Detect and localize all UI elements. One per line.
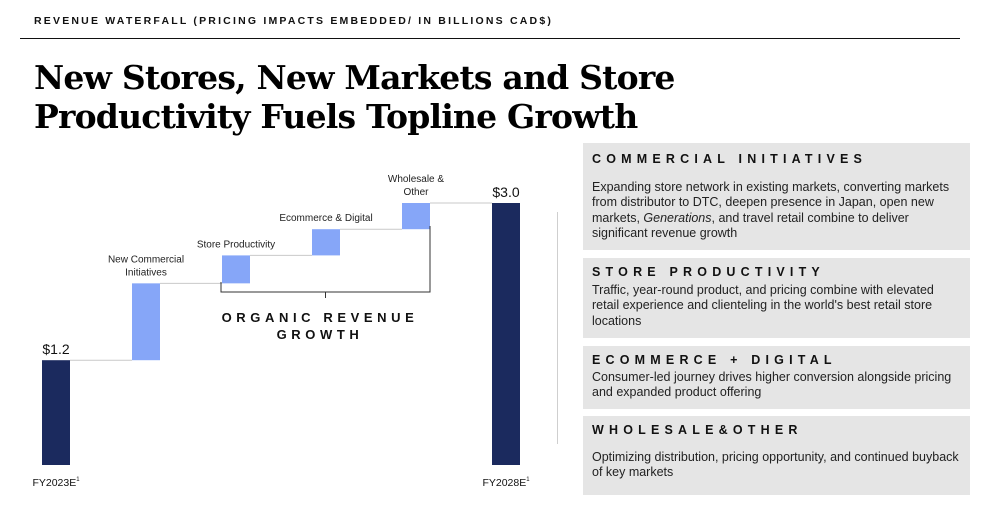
vertical-divider xyxy=(557,212,558,444)
bracket-label: ORGANIC REVENUE xyxy=(222,310,419,325)
footnote-marker: 1 xyxy=(526,477,530,483)
panel-body-part: , and travel retail combine to deliver s… xyxy=(592,210,909,241)
page-title: New Stores, New Markets and Store Produc… xyxy=(34,58,675,136)
waterfall-chart: $1.2 $3.0 New Commercial Initiatives Store P… xyxy=(32,174,530,489)
footnote-marker: 1 xyxy=(76,477,80,483)
panel-body-commercial-initiatives: Expanding store network in existing mark… xyxy=(592,180,964,242)
increment-bar xyxy=(312,229,340,256)
category-label: New Commercial xyxy=(108,254,184,265)
panel-body-store-productivity: Traffic, year-round product, and pricing… xyxy=(592,283,934,328)
value-label: $3.0 xyxy=(492,184,519,200)
increment-bar xyxy=(402,203,430,230)
total-bar xyxy=(42,360,70,465)
axis-category-text: FY2023E xyxy=(32,477,76,489)
value-label: $1.2 xyxy=(42,341,69,357)
page-eyebrow: REVENUE WATERFALL (PRICING IMPACTS EMBED… xyxy=(34,15,554,27)
panel-commercial-initiatives: COMMERCIAL INITIATIVES Expanding store n… xyxy=(583,143,970,250)
category-label: Initiatives xyxy=(125,267,167,278)
panel-body-ecommerce-digital: Consumer-led journey drives higher conve… xyxy=(592,370,952,400)
panel-body-part: Expanding store network in existing mark… xyxy=(592,180,950,225)
panel-title-commercial-initiatives: COMMERCIAL INITIATIVES xyxy=(592,152,868,166)
total-bar xyxy=(492,203,520,465)
panel-store-productivity: STORE PRODUCTIVITY Traffic, year-round p… xyxy=(583,258,970,338)
axis-category-label: FY2028E1 xyxy=(482,477,530,489)
category-label: Store Productivity xyxy=(197,239,275,250)
panel-title-ecommerce-digital: ECOMMERCE + DIGITAL xyxy=(592,353,837,367)
axis-category-label: FY2023E1 xyxy=(32,477,80,489)
increment-bar xyxy=(222,255,250,284)
panel-title-wholesale-other: WHOLESALE&OTHER xyxy=(592,423,803,437)
category-label: Other xyxy=(403,187,429,198)
axis-category-text: FY2028E xyxy=(482,477,526,489)
panel-body-part-italic: Generations xyxy=(643,210,712,225)
top-divider xyxy=(20,38,960,39)
panel-title-store-productivity: STORE PRODUCTIVITY xyxy=(592,265,825,279)
category-label: Ecommerce & Digital xyxy=(279,213,372,224)
category-label: Wholesale & xyxy=(388,174,444,185)
panel-body-wholesale-other: Optimizing distribution, pricing opportu… xyxy=(592,450,959,480)
bracket-label: GROWTH xyxy=(277,327,364,342)
panel-wholesale-other: WHOLESALE&OTHER Optimizing distribution,… xyxy=(583,416,970,495)
increment-bar xyxy=(132,283,160,361)
panel-ecommerce-digital: ECOMMERCE + DIGITAL Consumer-led journey… xyxy=(583,346,970,409)
